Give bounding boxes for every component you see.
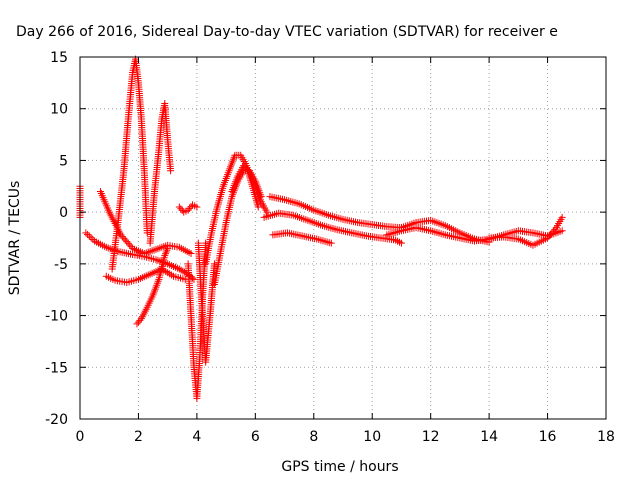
series-rise-1: [202, 151, 262, 268]
data-point: [85, 232, 93, 240]
series-pass-b: [96, 187, 195, 258]
data-point: [177, 205, 185, 213]
data-point: [167, 167, 175, 175]
x-tick-label: 8: [309, 429, 318, 445]
y-tick-label: 0: [59, 205, 68, 221]
data-point: [549, 227, 557, 235]
series-spike-1: [108, 55, 151, 273]
data-point: [89, 235, 97, 243]
data-point: [548, 229, 556, 237]
data-point: [184, 206, 192, 214]
data-point: [82, 229, 90, 237]
data-point: [123, 238, 131, 246]
x-axis-label: GPS time / hours: [281, 459, 398, 475]
data-point: [187, 203, 195, 211]
data-point: [117, 231, 125, 239]
data-point: [133, 320, 141, 328]
data-point: [177, 266, 185, 274]
y-tick-label: 10: [50, 102, 68, 118]
y-tick-label: 5: [59, 153, 68, 169]
data-point: [118, 233, 126, 241]
data-point: [254, 203, 262, 211]
data-point: [84, 230, 92, 238]
data-point: [558, 213, 566, 221]
data-point: [187, 250, 195, 258]
x-tick-label: 12: [422, 429, 440, 445]
x-tick-label: 2: [134, 429, 143, 445]
data-point: [87, 234, 95, 242]
x-tick-label: 0: [76, 429, 85, 445]
series-track-3: [269, 229, 335, 247]
data-point: [558, 227, 566, 235]
data-point: [189, 274, 197, 282]
data-point: [124, 239, 132, 247]
data-point: [136, 316, 144, 324]
x-tick-label: 4: [192, 429, 201, 445]
grid: [80, 57, 606, 419]
series-track-2: [260, 209, 405, 247]
data-point: [544, 234, 552, 242]
series-track-6: [485, 213, 566, 249]
data-point: [263, 208, 271, 216]
data-point: [121, 236, 129, 244]
data-point: [164, 244, 172, 252]
data-point: [551, 225, 559, 233]
x-tick-label: 10: [363, 429, 381, 445]
data-point: [178, 206, 186, 214]
data-point: [202, 239, 210, 247]
data-point: [134, 318, 142, 326]
data-point: [327, 239, 335, 247]
tick-labels: 0 2 4 6 8 10 12 14 16 18 -20 -15 -10 -5 0 5 10 15: [45, 50, 615, 445]
x-tick-label: 6: [251, 429, 260, 445]
x-tick-label: 18: [597, 429, 615, 445]
data-point: [161, 252, 169, 260]
data-point: [162, 248, 170, 256]
data-point: [179, 267, 187, 275]
y-tick-label: -20: [45, 412, 68, 428]
series-rise-2: [210, 167, 265, 289]
y-tick-label: -10: [45, 309, 68, 325]
data-point: [175, 265, 183, 273]
y-tick-label: -5: [54, 257, 68, 273]
data-point: [397, 239, 405, 247]
series-track-5: [397, 216, 493, 246]
data-point: [126, 241, 134, 249]
plot-frame: [79, 56, 607, 420]
series-rise-3: [228, 162, 271, 216]
data-point: [120, 234, 128, 242]
series-pass-e: [175, 201, 201, 216]
series-pass-d: [133, 244, 172, 328]
y-tick-label: -15: [45, 360, 68, 376]
data-marks: [76, 55, 566, 402]
x-tick-label: 16: [539, 429, 557, 445]
y-tick-label: 15: [50, 50, 68, 66]
series-drop-2: [194, 239, 218, 366]
data-point: [210, 260, 218, 268]
series-pass-c: [102, 265, 189, 286]
data-point: [161, 250, 169, 258]
data-point: [193, 203, 201, 211]
data-point: [186, 204, 194, 212]
data-point: [175, 203, 183, 211]
data-point: [546, 231, 554, 239]
data-point: [545, 232, 553, 240]
data-point: [163, 246, 171, 254]
series-spike-2: [146, 100, 175, 247]
y-axis-label: SDTVAR / TECUs: [7, 181, 23, 296]
chart-title: Day 266 of 2016, Sidereal Day-to-day VTE…: [16, 24, 558, 40]
axis-ticks: [79, 56, 607, 420]
x-tick-label: 14: [480, 429, 498, 445]
